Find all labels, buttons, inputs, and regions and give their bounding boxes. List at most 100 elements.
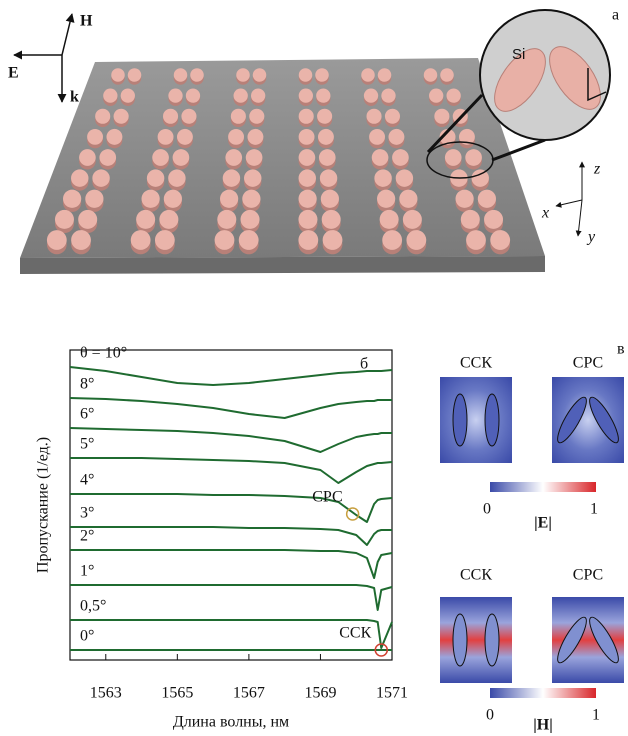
x-tick-label: 1567	[233, 685, 265, 702]
disk	[79, 149, 96, 166]
x-axis-title: Длина волны, нм	[173, 714, 289, 731]
series-line	[70, 398, 392, 418]
colorbar	[490, 688, 596, 698]
e-label: E	[8, 65, 19, 82]
legend-label: 0,5°	[80, 598, 106, 615]
disk-outline	[453, 394, 467, 446]
series-line	[70, 367, 392, 385]
disk	[424, 68, 438, 82]
legend-label: 1°	[80, 563, 94, 580]
disk	[361, 68, 375, 82]
disk	[429, 88, 443, 102]
disk	[158, 129, 174, 145]
disk	[103, 88, 117, 102]
disk	[298, 210, 317, 229]
material: Si	[512, 46, 525, 63]
disk	[168, 88, 182, 102]
x-tick-label: 1571	[376, 685, 408, 702]
disk	[299, 68, 313, 82]
disk	[445, 149, 462, 166]
colorbar-label: |H|	[533, 717, 553, 734]
x-tick-label: 1563	[90, 685, 122, 702]
z-label: z	[593, 161, 601, 178]
chart: б Длина волны, нм Пропускание (1/ед.) 15…	[35, 345, 408, 731]
disk	[382, 230, 402, 250]
disk	[299, 149, 316, 166]
legend-label: θ = 10°	[80, 345, 127, 362]
disk	[234, 88, 248, 102]
h-map	[440, 597, 512, 683]
annotation-label: ССК	[339, 625, 371, 642]
disk	[217, 210, 236, 229]
colorbar-max: 1	[590, 501, 598, 518]
map-title: ССК	[460, 355, 492, 372]
disk	[369, 129, 385, 145]
illustration: Si а H E k z x y	[8, 7, 619, 274]
x-tick-label: 1565	[161, 685, 193, 702]
disk	[367, 109, 382, 124]
series-line	[70, 428, 392, 452]
panel-label: а	[612, 7, 619, 24]
colorbar-label: |E|	[534, 515, 552, 532]
disk	[372, 149, 389, 166]
legend-label: 5°	[80, 436, 94, 453]
colorbar-min: 0	[486, 707, 494, 724]
disk	[223, 169, 240, 186]
disk	[142, 190, 160, 208]
disk	[364, 88, 378, 102]
map-title: СРС	[573, 567, 603, 584]
series-line	[70, 527, 392, 545]
disk-outline	[453, 614, 467, 666]
substrate-side	[20, 256, 545, 274]
disk	[174, 68, 188, 82]
disk	[236, 68, 250, 82]
disk	[131, 230, 151, 250]
h-label: H	[80, 13, 93, 30]
disk	[63, 190, 81, 208]
disk	[299, 129, 315, 145]
disk	[231, 109, 246, 124]
colorbar	[490, 482, 596, 492]
map-title: СРС	[573, 355, 603, 372]
x-label: x	[541, 205, 549, 222]
disk	[147, 169, 164, 186]
disk	[163, 109, 178, 124]
annotation-marker	[347, 508, 359, 520]
disk	[111, 68, 125, 82]
disk	[152, 149, 169, 166]
legend-label: 4°	[80, 472, 94, 489]
field-maps: в ССК СРС 0 1 |E| ССК СРС 0 1 |H|	[440, 341, 625, 734]
disk	[215, 230, 235, 250]
legend-label: 8°	[80, 376, 94, 393]
legend-label: 2°	[80, 528, 94, 545]
disk	[95, 109, 110, 124]
e-map	[552, 377, 624, 463]
disk	[228, 129, 244, 145]
disk	[225, 149, 242, 166]
disk-outline	[485, 394, 499, 446]
k-label: k	[70, 89, 79, 106]
disk	[374, 169, 391, 186]
x-tick-label: 1569	[304, 685, 336, 702]
series-line	[70, 458, 392, 483]
e-map	[440, 377, 512, 463]
disk	[87, 129, 103, 145]
annotation-label: СРС	[312, 489, 342, 506]
disk	[466, 230, 486, 250]
disk	[136, 210, 155, 229]
series-line	[70, 494, 392, 522]
y-label: y	[586, 229, 596, 246]
legend-label: 6°	[80, 406, 94, 423]
disk	[71, 169, 88, 186]
colorbar-max: 1	[592, 707, 600, 724]
series-line	[70, 585, 392, 610]
disk	[299, 88, 313, 102]
figure: Si а H E k z x y б Длина волны, нм Пропу…	[0, 0, 628, 736]
disk	[377, 190, 395, 208]
disk	[299, 109, 314, 124]
series-line	[70, 550, 392, 578]
x-axis	[556, 200, 582, 206]
h-map	[552, 597, 624, 683]
h-arrow	[62, 14, 72, 55]
panel-label: в	[617, 341, 625, 358]
